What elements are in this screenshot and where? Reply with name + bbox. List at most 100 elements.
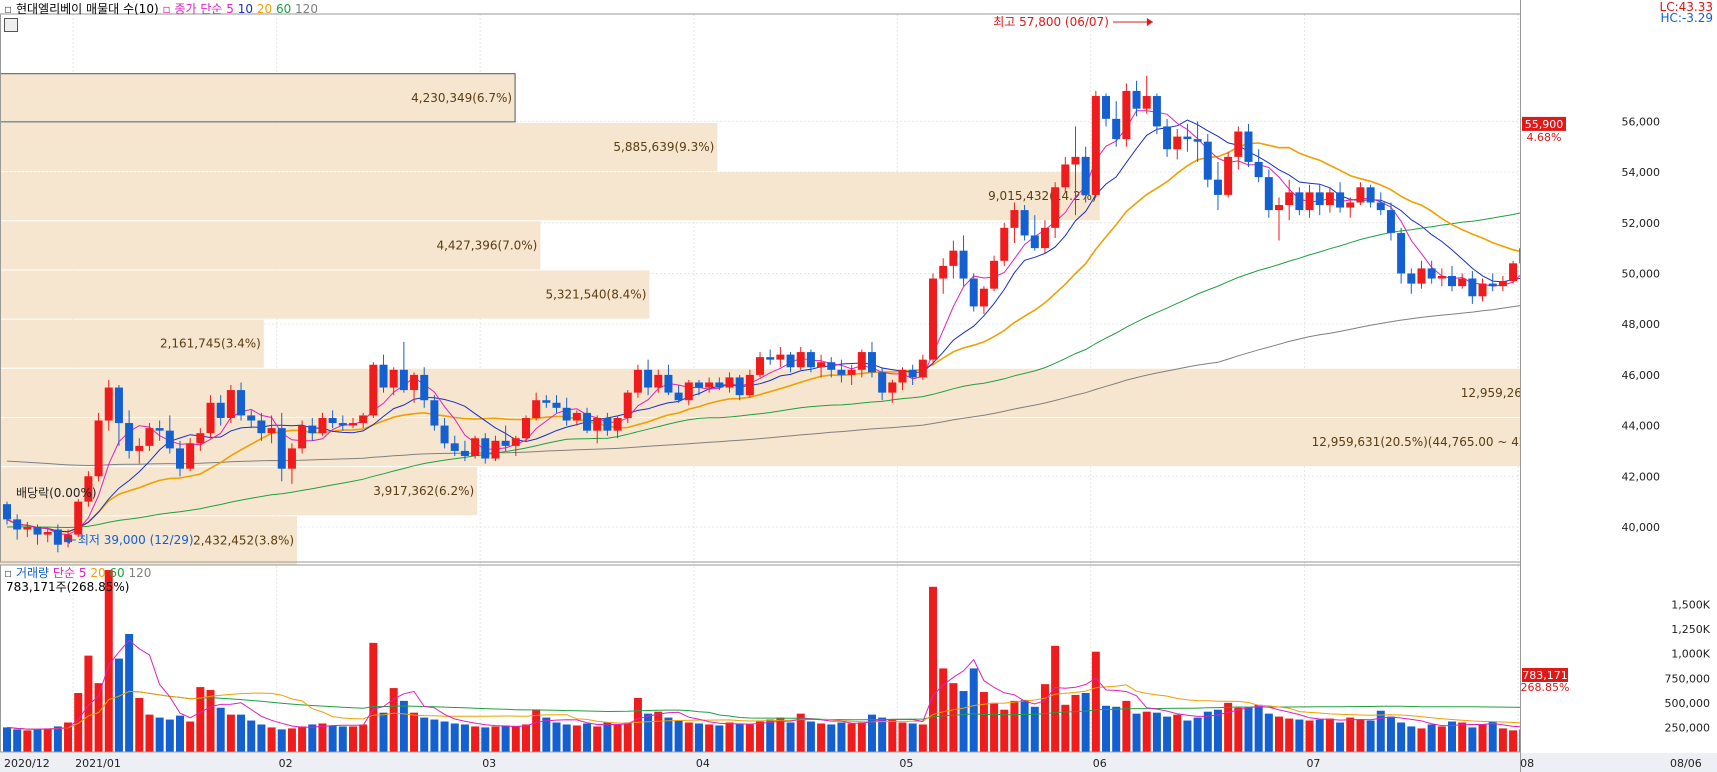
- candle-body: [1122, 90, 1131, 140]
- volume-profile-label: 4,427,396(7.0%): [436, 238, 537, 252]
- volume-bar: [1509, 730, 1518, 752]
- grid-toggle-icon[interactable]: [4, 18, 18, 32]
- candle-body: [1020, 210, 1029, 236]
- volume-bar: [511, 726, 520, 752]
- volume-current: 783,171주(268.85%): [6, 580, 130, 594]
- volume-bar: [389, 688, 398, 752]
- volume-bar: [827, 724, 836, 752]
- month-label: 07: [1306, 757, 1320, 770]
- candle-body: [1132, 90, 1141, 109]
- volume-profile-label: 2,432,452(3.8%): [193, 533, 294, 547]
- candle-body: [74, 501, 83, 535]
- candle-body: [725, 377, 734, 388]
- volume-bar: [1498, 728, 1507, 752]
- volume-tick-label: 250,000: [1665, 721, 1711, 734]
- candle-body: [674, 392, 683, 401]
- price-tick-label: 56,000: [1622, 115, 1661, 128]
- volume-title[interactable]: 거래량: [15, 566, 50, 580]
- candle-body: [1142, 96, 1151, 109]
- candle-body: [287, 448, 296, 469]
- volume-bar: [1163, 716, 1172, 752]
- volume-profile-bar: [0, 221, 541, 270]
- volume-bar: [1468, 727, 1477, 752]
- candle-body: [410, 374, 419, 391]
- candle-body: [226, 390, 235, 418]
- price-legend: ▫ 현대엘리베이 매물대 수(10) ▫ 종가 단순 5 10 20 60 12…: [4, 0, 318, 17]
- volume-bar: [460, 724, 469, 752]
- volume-bar: [1254, 704, 1263, 752]
- candle-body: [1275, 205, 1284, 211]
- volume-bar: [1061, 704, 1070, 752]
- volume-bar: [1407, 726, 1416, 752]
- candle-body: [1061, 164, 1070, 188]
- volume-bar: [918, 724, 927, 752]
- candle-body: [908, 369, 917, 378]
- volume-bar: [1285, 718, 1294, 752]
- price-tick-label: 54,000: [1622, 166, 1661, 179]
- volume-bar: [369, 642, 378, 752]
- volume-bar: [644, 713, 653, 752]
- price-tick-label: 48,000: [1622, 318, 1661, 331]
- candle-body: [694, 382, 703, 388]
- candle-body: [918, 359, 927, 378]
- candle-body: [1152, 96, 1161, 127]
- volume-bar: [552, 722, 561, 752]
- volume-profile: 2,432,452(3.8%) 3,917,362(6.2%) 12,959,631…: [0, 73, 1580, 565]
- candle-body: [216, 402, 225, 418]
- candle-body: [1081, 156, 1090, 195]
- volume-bar: [1112, 706, 1121, 752]
- volume-bar: [1448, 721, 1457, 752]
- candle-body: [471, 438, 480, 456]
- volume-bar: [501, 725, 510, 752]
- volume-bar: [165, 719, 174, 752]
- volume-bar: [114, 658, 123, 752]
- volume-bar: [196, 687, 205, 752]
- candle-body: [1315, 192, 1324, 206]
- candle-body: [84, 476, 93, 502]
- candle-body: [1203, 141, 1212, 180]
- volume-bar: [532, 709, 541, 752]
- candle-body: [837, 369, 846, 375]
- candle-body: [552, 402, 561, 408]
- month-label: 05: [899, 757, 913, 770]
- candle-body: [745, 374, 754, 396]
- candle-body: [1213, 179, 1222, 195]
- volume-bar: [104, 570, 113, 752]
- candle-body: [1478, 283, 1487, 297]
- volume-bar: [1081, 693, 1090, 752]
- candle-body: [1193, 139, 1202, 142]
- candle-body: [959, 250, 968, 279]
- volume-bar: [64, 722, 73, 752]
- candle-body: [420, 374, 429, 401]
- candle-body: [898, 369, 907, 383]
- ma20-line: [6, 142, 1626, 533]
- candle-body: [1000, 227, 1009, 261]
- volume-tick-label: 1,250K: [1671, 623, 1710, 636]
- volume-bar: [1152, 712, 1161, 752]
- candle-body: [1295, 192, 1304, 211]
- end-date-label: 08/06: [1670, 757, 1702, 770]
- price-tick-label: 40,000: [1622, 521, 1661, 534]
- volume-legend: ▫ 거래량 단순 5 20 60 120: [4, 564, 151, 581]
- legend-square-icon: ▫: [4, 566, 13, 580]
- volume-profile-bar: [0, 73, 516, 123]
- ma5-line: [6, 110, 1626, 536]
- volume-bar: [23, 730, 32, 752]
- ma-period-10: 10: [237, 2, 253, 16]
- volume-bar: [84, 655, 93, 752]
- price-tick-label: 44,000: [1622, 420, 1661, 433]
- current-change-label: 4.68%: [1527, 131, 1562, 144]
- candle-body: [338, 423, 347, 426]
- candle-body: [1509, 263, 1518, 282]
- volume-bar: [237, 714, 246, 752]
- stock-name[interactable]: 현대엘리베이 매물대 수(10): [15, 2, 159, 16]
- vol-ma-period-20: 20: [90, 566, 106, 580]
- volume-bar: [674, 720, 683, 752]
- candle-body: [450, 443, 459, 451]
- volume-bar: [348, 726, 357, 752]
- volume-bar: [908, 723, 917, 752]
- candle-body: [664, 374, 673, 393]
- candle-body: [613, 417, 622, 431]
- candle-body: [104, 387, 113, 421]
- candle-body: [715, 382, 724, 388]
